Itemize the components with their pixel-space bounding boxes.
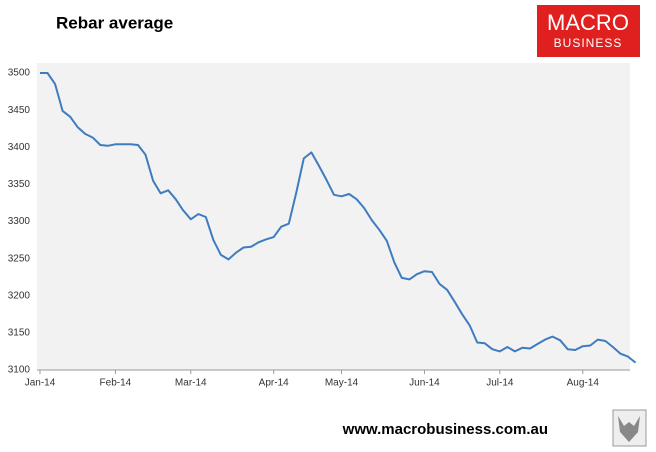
x-tick-label: Apr-14	[259, 378, 289, 389]
icon-shape	[618, 416, 640, 442]
logo-box	[537, 5, 640, 57]
y-tick-label: 3300	[8, 216, 31, 227]
y-tick-label: 3200	[8, 290, 31, 301]
y-tick-label: 3450	[8, 105, 31, 116]
x-tick-label: Feb-14	[100, 378, 132, 389]
plot-area	[37, 63, 630, 370]
logo-line2: BUSINESS	[554, 36, 623, 50]
logo-line1: MACRO	[547, 10, 629, 35]
y-tick-label: 3150	[8, 328, 31, 339]
x-tick-label: Jul-14	[486, 378, 514, 389]
y-tick-label: 3500	[8, 68, 31, 79]
x-tick-label: Jan-14	[25, 378, 56, 389]
footer-url: www.macrobusiness.com.au	[342, 421, 548, 438]
y-tick-label: 3350	[8, 179, 31, 190]
wolf-icon	[612, 409, 647, 447]
y-tick-label: 3100	[8, 365, 31, 376]
y-tick-label: 3400	[8, 142, 31, 153]
x-tick-label: May-14	[325, 378, 359, 389]
x-tick-label: Mar-14	[175, 378, 207, 389]
data-line	[40, 72, 637, 364]
x-tick-label: Aug-14	[567, 378, 600, 389]
y-tick-label: 3250	[8, 253, 31, 264]
x-tick-label: Jun-14	[409, 378, 440, 389]
chart-title: Rebar average	[56, 13, 173, 32]
logo: MACRO BUSINESS	[537, 5, 640, 57]
